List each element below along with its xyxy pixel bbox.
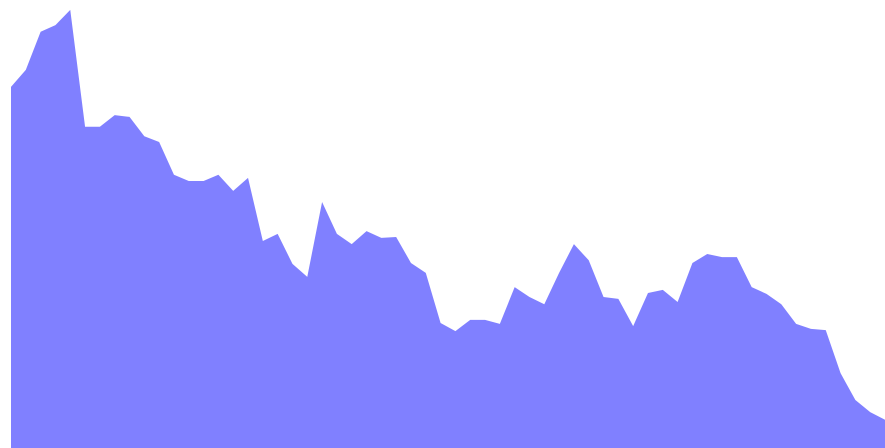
area-series-0 [11,9,885,448]
